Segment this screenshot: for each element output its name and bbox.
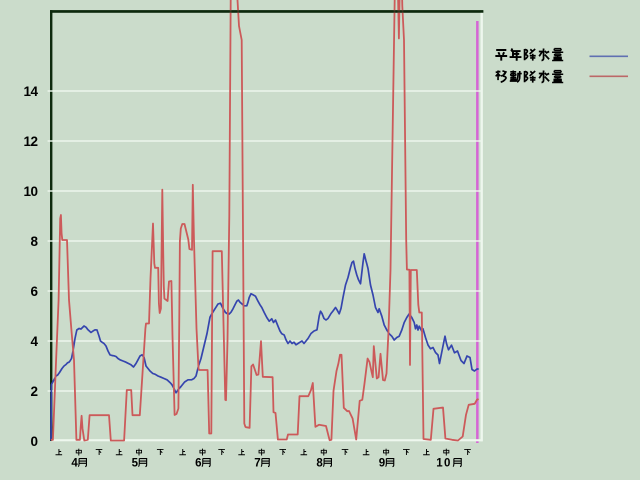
svg-text:0: 0: [30, 434, 37, 449]
svg-text:12: 12: [23, 134, 37, 149]
svg-text:14: 14: [23, 84, 38, 99]
svg-text:10: 10: [23, 184, 37, 199]
svg-text:2: 2: [30, 384, 37, 399]
svg-text:6: 6: [195, 457, 201, 469]
svg-text:9: 9: [379, 457, 385, 469]
svg-text:6: 6: [30, 284, 38, 299]
svg-text:8: 8: [316, 457, 323, 469]
svg-text:7: 7: [254, 457, 260, 469]
svg-text:8: 8: [30, 234, 38, 249]
svg-text:4: 4: [71, 457, 78, 469]
svg-text:5: 5: [132, 457, 139, 469]
svg-text:4: 4: [30, 334, 38, 349]
svg-text:1: 1: [436, 457, 443, 469]
svg-text:0: 0: [444, 457, 450, 469]
